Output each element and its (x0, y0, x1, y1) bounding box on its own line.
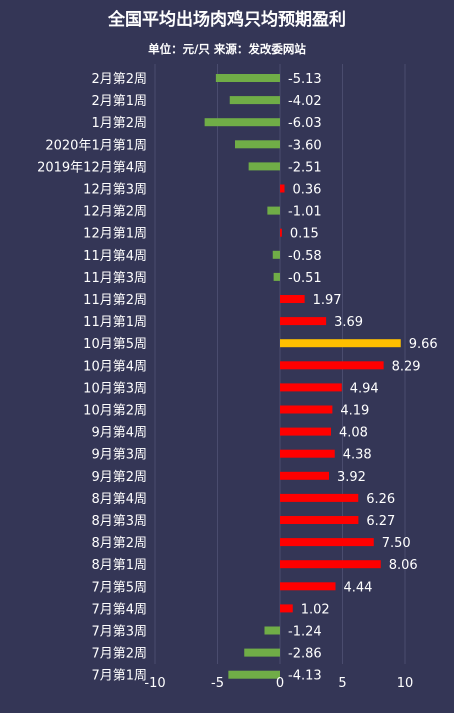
category-label: 8月第2周 (91, 536, 147, 551)
chart-subtitle: 单位：元/只 来源：发改委网站 (148, 42, 306, 56)
bar (280, 383, 342, 392)
bar (280, 317, 327, 326)
bar (280, 449, 335, 458)
bar (244, 648, 280, 657)
bar (280, 427, 331, 436)
value-label: 0.15 (290, 227, 319, 242)
bar (215, 74, 280, 82)
category-label: 9月第3周 (91, 448, 147, 463)
category-label: 8月第3周 (91, 514, 147, 529)
value-label: 4.38 (343, 448, 372, 463)
value-label: 4.08 (339, 426, 368, 441)
value-label: -1.24 (288, 625, 322, 640)
value-label: 3.69 (334, 315, 363, 330)
category-label: 11月第1周 (83, 315, 147, 330)
value-label: -2.86 (288, 647, 322, 662)
bar (280, 405, 333, 414)
value-label: 6.27 (366, 514, 395, 529)
bar (280, 339, 401, 348)
bar (280, 228, 282, 237)
bar (280, 604, 293, 613)
value-label: -4.02 (288, 94, 322, 109)
category-labels: 2月第2周 2月第1周 1月第2周 2020年1月第1周 2019年12月第4周 12月第… (37, 72, 147, 684)
category-label: 9月第2周 (91, 470, 147, 485)
category-label: 1月第2周 (91, 116, 147, 131)
bar (228, 670, 280, 679)
bar (235, 140, 280, 149)
value-label: -5.13 (288, 72, 322, 87)
category-label: 10月第3周 (83, 381, 147, 396)
bar (280, 582, 336, 591)
value-label: -0.51 (288, 271, 322, 286)
category-label: 2020年1月第1周 (45, 138, 147, 153)
x-tick-label: -10 (144, 676, 165, 691)
bar (248, 162, 280, 171)
category-label: 10月第5周 (83, 337, 147, 352)
value-labels: -5.13 -4.02 -6.03 -3.60 -2.51 0.36 -1.01 0.15 -0… (288, 72, 438, 684)
category-label: 10月第4周 (83, 359, 147, 374)
category-label: 2月第2周 (91, 72, 147, 87)
value-label: 8.06 (389, 558, 418, 573)
category-label: 7月第4周 (91, 602, 147, 617)
value-label: -6.03 (288, 116, 322, 131)
value-label: -4.13 (288, 669, 322, 684)
bar (280, 560, 381, 569)
category-label: 2月第1周 (91, 94, 147, 109)
bar (273, 272, 280, 281)
chart-title: 全国平均出场肉鸡只均预期盈利 (107, 9, 346, 30)
x-tick-label: 10 (397, 676, 414, 691)
bar (280, 516, 359, 524)
category-label: 11月第2周 (83, 293, 147, 308)
category-label: 10月第2周 (83, 404, 147, 419)
x-axis-ticks: -10 -5 0 5 10 (144, 676, 413, 691)
value-label: 4.44 (344, 580, 373, 595)
value-label: 1.97 (313, 293, 342, 308)
category-label: 7月第2周 (91, 647, 147, 662)
category-label: 12月第3周 (83, 183, 147, 198)
category-label: 7月第5周 (91, 580, 147, 595)
category-label: 8月第1周 (91, 558, 147, 573)
bar (280, 184, 285, 193)
category-label: 7月第1周 (91, 669, 147, 684)
bar (272, 250, 280, 259)
value-label: 4.19 (340, 404, 369, 419)
value-label: 0.36 (293, 183, 322, 198)
bar (280, 538, 374, 547)
x-tick-label: -5 (211, 676, 224, 691)
x-tick-label: 5 (338, 676, 346, 691)
bars (204, 74, 401, 679)
value-label: 1.02 (301, 602, 330, 617)
value-label: -3.60 (288, 138, 322, 153)
category-label: 12月第1周 (83, 227, 147, 242)
category-label: 8月第4周 (91, 492, 147, 507)
value-label: 3.92 (337, 470, 366, 485)
bar (264, 626, 280, 635)
value-label: -0.58 (288, 249, 322, 264)
category-label: 9月第4周 (91, 426, 147, 441)
bar (204, 118, 280, 127)
value-label: 7.50 (382, 536, 411, 551)
value-label: -2.51 (288, 160, 322, 175)
bar (280, 361, 384, 370)
category-label: 11月第4周 (83, 249, 147, 264)
bar (280, 493, 359, 502)
value-label: 6.26 (366, 492, 395, 507)
category-label: 11月第3周 (83, 271, 147, 286)
bar (229, 96, 280, 105)
value-label: 4.94 (350, 381, 379, 396)
category-label: 12月第2周 (83, 205, 147, 220)
category-label: 7月第3周 (91, 625, 147, 640)
bar (280, 295, 305, 303)
bar (267, 206, 280, 215)
value-label: 8.29 (392, 359, 421, 374)
category-label: 2019年12月第4周 (37, 160, 147, 175)
value-label: -1.01 (288, 205, 322, 220)
x-tick-label: 0 (276, 676, 284, 691)
bar (280, 471, 329, 480)
value-label: 9.66 (409, 337, 438, 352)
